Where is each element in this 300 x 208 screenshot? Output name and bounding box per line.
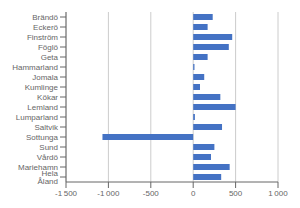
svg-text:Saltvik: Saltvik — [34, 123, 59, 132]
svg-text:Lumparland: Lumparland — [16, 113, 58, 122]
svg-text:Sund: Sund — [39, 143, 58, 152]
svg-text:Föglö: Föglö — [38, 43, 59, 52]
svg-text:1 000: 1 000 — [268, 189, 288, 198]
svg-text:Sottunga: Sottunga — [26, 133, 59, 142]
svg-text:Kökar: Kökar — [37, 93, 58, 102]
svg-text:Lemland: Lemland — [27, 103, 58, 112]
svg-text:500: 500 — [229, 189, 243, 198]
svg-text:-1 500: -1 500 — [55, 189, 78, 198]
svg-text:Kumlinge: Kumlinge — [25, 83, 59, 92]
svg-text:0: 0 — [191, 189, 196, 198]
svg-text:Brändö: Brändö — [32, 13, 58, 22]
svg-text:Vårdö: Vårdö — [37, 153, 59, 162]
svg-text:HelaÅland: HelaÅland — [38, 169, 59, 186]
svg-text:Hammarland: Hammarland — [12, 63, 58, 72]
svg-text:Jomala: Jomala — [32, 73, 58, 82]
svg-text:-500: -500 — [143, 189, 160, 198]
svg-text:Eckerö: Eckerö — [33, 23, 58, 32]
svg-text:Finström: Finström — [27, 33, 58, 42]
svg-text:Geta: Geta — [41, 53, 59, 62]
svg-text:Mariehamn: Mariehamn — [18, 162, 58, 172]
svg-text:-1 000: -1 000 — [97, 189, 120, 198]
